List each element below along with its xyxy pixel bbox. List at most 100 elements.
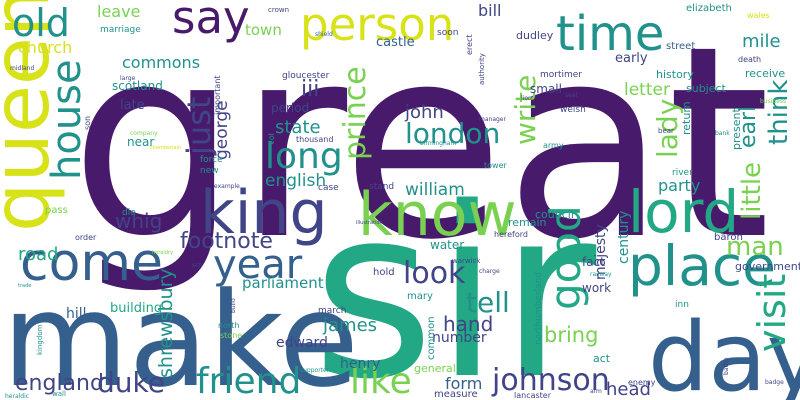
cloud-word: heraldry xyxy=(152,250,173,256)
cloud-word: crown xyxy=(268,6,289,14)
cloud-word: head xyxy=(606,379,651,400)
cloud-word: queen xyxy=(0,0,67,232)
cloud-word: letter xyxy=(624,80,670,100)
cloud-word: marriage xyxy=(100,25,141,35)
cloud-word: lord xyxy=(628,178,739,246)
cloud-word: know xyxy=(358,180,517,250)
cloud-word: shrewsbury xyxy=(155,268,177,378)
cloud-word: place xyxy=(628,234,776,298)
cloud-word: bear xyxy=(658,127,674,135)
cloud-word: person xyxy=(300,0,454,51)
cloud-word: remain xyxy=(508,216,547,229)
cloud-word: james xyxy=(322,315,377,336)
cloud-word: army xyxy=(543,141,564,150)
cloud-word: old xyxy=(12,1,70,45)
cloud-word: early xyxy=(615,51,648,66)
cloud-word: soon xyxy=(437,28,458,38)
cloud-word: baron xyxy=(714,232,743,243)
cloud-word: dudley xyxy=(516,29,554,42)
cloud-word: prince xyxy=(338,66,373,160)
cloud-word: receive xyxy=(745,67,785,80)
cloud-word: force xyxy=(200,155,223,165)
cloud-word: arm xyxy=(590,388,602,395)
cloud-word: whig xyxy=(115,209,162,233)
cloud-word: illustration xyxy=(356,220,383,226)
cloud-word: century xyxy=(616,210,632,264)
cloud-word: chamberlain xyxy=(150,145,181,151)
cloud-word: church xyxy=(18,38,72,57)
cloud-word: birmingham xyxy=(420,140,456,147)
cloud-word: north xyxy=(218,321,239,330)
cloud-word: king xyxy=(200,178,328,248)
cloud-word: work xyxy=(582,281,611,295)
cloud-word: river xyxy=(672,168,693,178)
cloud-word: lancaster xyxy=(514,391,552,400)
cloud-word: case xyxy=(318,183,339,193)
cloud-word: tell xyxy=(466,286,510,319)
cloud-word: leave xyxy=(97,2,140,21)
cloud-word: think xyxy=(764,80,794,145)
cloud-word: new xyxy=(200,166,219,176)
cloud-word: stand xyxy=(369,182,394,192)
cloud-word: look xyxy=(403,256,466,291)
cloud-word: castle xyxy=(376,35,415,50)
cloud-word: battle xyxy=(723,357,730,375)
cloud-word: good xyxy=(541,205,590,310)
cloud-word: number xyxy=(432,330,487,346)
cloud-word: wales xyxy=(747,11,770,20)
cloud-word: little xyxy=(737,162,767,220)
cloud-word: johnson xyxy=(491,363,610,398)
cloud-word: trade xyxy=(18,283,31,289)
cloud-word: vol xyxy=(267,133,276,145)
cloud-word: lion xyxy=(521,95,532,102)
cloud-word: iii xyxy=(301,77,319,102)
cloud-word: friend xyxy=(196,361,301,400)
cloud-word: return xyxy=(680,101,693,135)
cloud-word: common xyxy=(426,316,437,360)
cloud-word: charge xyxy=(479,268,500,275)
cloud-word: man xyxy=(726,232,784,262)
cloud-word: william xyxy=(405,180,465,200)
cloud-word: northumberland xyxy=(534,272,544,345)
cloud-word: footnote xyxy=(180,229,273,254)
cloud-word: street xyxy=(666,41,695,52)
cloud-word: seal xyxy=(565,92,577,99)
cloud-word: government xyxy=(735,260,800,273)
cloud-word: act xyxy=(593,352,611,365)
cloud-word: water xyxy=(430,238,464,252)
cloud-word: scotland xyxy=(112,79,163,93)
cloud-word: erect xyxy=(465,35,474,56)
cloud-word: company xyxy=(130,130,158,137)
cloud-word: council xyxy=(535,208,574,221)
cloud-word: visit xyxy=(750,274,794,352)
cloud-word: present xyxy=(730,107,743,150)
cloud-word: state xyxy=(275,117,321,138)
cloud-word: john xyxy=(404,102,444,123)
cloud-word: stone xyxy=(220,331,242,340)
cloud-word: business xyxy=(760,98,786,105)
cloud-word: inn xyxy=(675,300,689,310)
cloud-word: majesty xyxy=(593,224,609,280)
cloud-word: build xyxy=(230,298,237,313)
cloud-word: warwick xyxy=(452,257,481,265)
cloud-word: just xyxy=(180,97,218,156)
cloud-word: welsh xyxy=(560,105,586,115)
cloud-word: lady xyxy=(651,99,684,158)
cloud-word: parliament xyxy=(242,274,324,292)
cloud-word: mortimer xyxy=(540,70,582,80)
cloud-word: thousand xyxy=(296,135,333,144)
cloud-word: london xyxy=(405,117,500,150)
cloud-word: road xyxy=(18,244,58,265)
cloud-word: hill xyxy=(66,306,87,322)
cloud-word: authority xyxy=(478,53,486,85)
cloud-word: railway xyxy=(590,271,612,278)
cloud-word: hold xyxy=(373,267,395,278)
cloud-word: hand xyxy=(443,312,493,336)
cloud-word: duke xyxy=(97,366,165,399)
cloud-word: mary xyxy=(407,291,433,302)
cloud-word: bill xyxy=(478,1,502,20)
cloud-word: year xyxy=(213,242,303,288)
cloud-word: party xyxy=(658,176,700,195)
cloud-word: tower xyxy=(484,161,507,170)
